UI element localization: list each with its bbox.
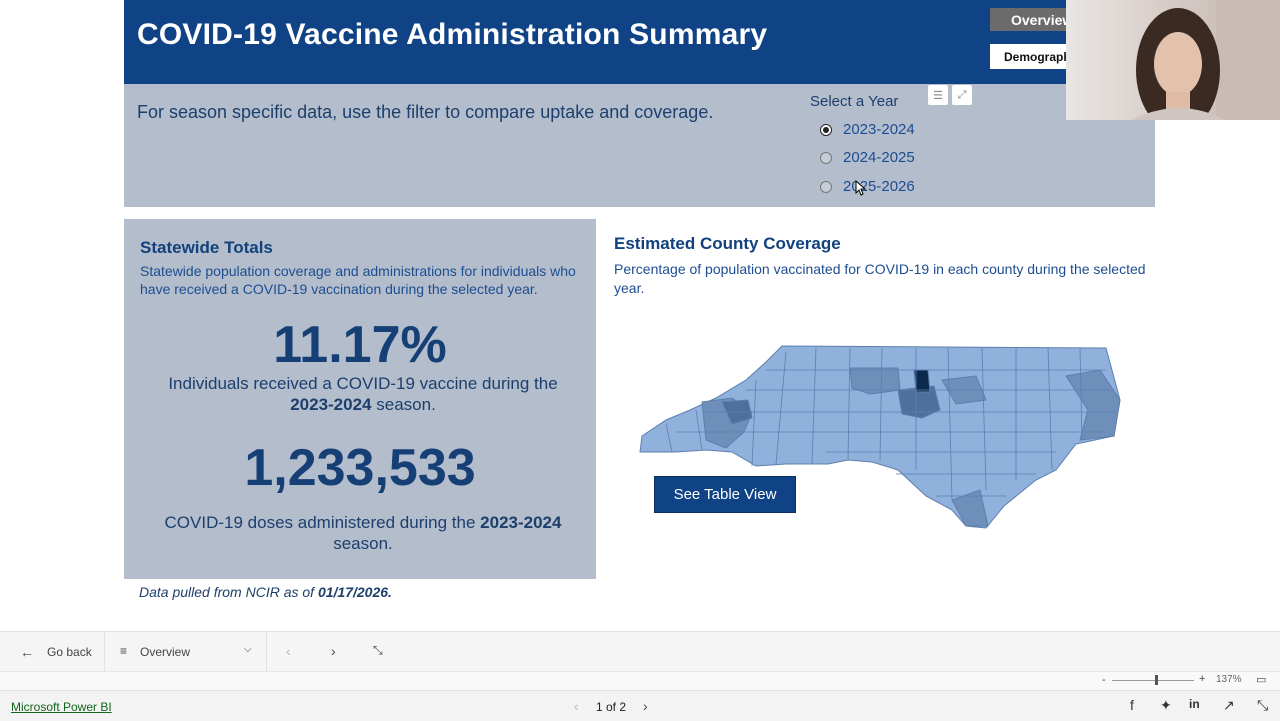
page-title: COVID-19 Vaccine Administration Summary xyxy=(137,18,768,51)
fullscreen-icon[interactable]: ⤡ xyxy=(1257,697,1269,713)
zoom-out-button[interactable]: - xyxy=(1102,674,1106,686)
zoom-slider-track[interactable] xyxy=(1112,680,1194,681)
radio-icon[interactable] xyxy=(820,151,832,164)
focus-mode-icon[interactable]: ⤢ xyxy=(952,85,972,105)
county-coverage-title: Estimated County Coverage xyxy=(614,234,841,253)
data-note-date: 01/17/2026. xyxy=(317,584,392,600)
linkedin-icon[interactable]: in xyxy=(1189,697,1200,711)
year-option-2024-2025[interactable]: 2024-2025 xyxy=(820,149,915,166)
map-region-triad[interactable] xyxy=(849,367,901,395)
fit-to-page-icon[interactable]: ▭ xyxy=(1256,674,1267,686)
map-region-darkest[interactable] xyxy=(913,369,931,393)
next-page-icon[interactable]: › xyxy=(643,698,648,714)
webcam-person-image xyxy=(1132,0,1280,120)
filter-description: For season specific data, use the filter… xyxy=(137,102,714,122)
doses-caption-pre: COVID-19 doses administered during the xyxy=(164,513,476,532)
overview-button[interactable]: Overview xyxy=(990,8,1080,31)
year-option-label: 2024-2025 xyxy=(843,149,915,166)
demographics-button[interactable]: Demographics xyxy=(990,44,1080,69)
doses-caption: COVID-19 doses administered during the 2… xyxy=(144,512,582,554)
previous-page-icon[interactable]: ‹ xyxy=(286,643,291,659)
coverage-caption: Individuals received a COVID-19 vaccine … xyxy=(144,373,582,415)
statewide-totals-panel: Statewide Totals Statewide population co… xyxy=(124,219,596,579)
facebook-icon[interactable]: f xyxy=(1130,697,1134,713)
power-bi-link[interactable]: Microsoft Power BI xyxy=(11,700,112,714)
year-slicer-title: Select a Year xyxy=(810,93,899,110)
data-source-note: Data pulled from NCIR as of 01/17/2026. xyxy=(139,584,392,600)
year-option-label: 2025-2026 xyxy=(843,178,915,195)
zoom-strip: - + 137% ▭ xyxy=(0,671,1280,691)
page-dropdown[interactable]: Overview xyxy=(140,645,191,659)
page-indicator: 1 of 2 xyxy=(596,700,627,714)
zoom-in-button[interactable]: + xyxy=(1199,673,1206,685)
year-option-2025-2026[interactable]: 2025-2026 xyxy=(820,178,915,195)
arrow-left-icon[interactable]: ← xyxy=(20,644,34,660)
coverage-caption-season: 2023-2024 xyxy=(290,395,372,414)
previous-page-icon[interactable]: ‹ xyxy=(574,698,579,714)
coverage-percent-value: 11.17% xyxy=(273,316,447,374)
zoom-slider-thumb[interactable] xyxy=(1155,675,1158,685)
nc-county-map[interactable] xyxy=(636,340,1126,532)
coverage-caption-pre: Individuals received a COVID-19 vaccine … xyxy=(168,374,558,393)
chevron-down-icon[interactable]: ⌵ xyxy=(244,644,252,655)
share-icon[interactable]: ↗ xyxy=(1223,697,1235,713)
doses-caption-season: 2023-2024 xyxy=(480,513,562,532)
webcam-overlay xyxy=(1066,0,1280,120)
radio-selected-icon[interactable] xyxy=(820,123,832,136)
report-navigation-bar: ← Go back ≡ Overview ⌵ ‹ › ⤡ xyxy=(0,631,1280,672)
coverage-caption-post: season. xyxy=(376,395,436,414)
nav-divider xyxy=(104,632,105,672)
see-table-view-button[interactable]: See Table View xyxy=(654,476,796,513)
list-icon: ≡ xyxy=(120,644,128,658)
mouse-cursor-icon xyxy=(855,180,867,196)
report-header: COVID-19 Vaccine Administration Summary … xyxy=(124,0,1155,84)
data-note-prefix: Data pulled from NCIR as of xyxy=(139,584,315,600)
collapse-icon[interactable]: ⤡ xyxy=(373,643,383,657)
twitter-icon[interactable]: ✦ xyxy=(1160,697,1172,713)
doses-value: 1,233,533 xyxy=(244,439,476,497)
filter-icon[interactable]: ☰ xyxy=(928,85,948,105)
nav-divider xyxy=(266,632,267,672)
radio-icon[interactable] xyxy=(820,180,832,193)
map-county-lines xyxy=(665,347,1116,501)
year-option-2023-2024[interactable]: 2023-2024 xyxy=(820,121,915,138)
totals-description: Statewide population coverage and admini… xyxy=(140,263,576,297)
totals-title: Statewide Totals xyxy=(140,238,273,257)
doses-caption-post: season. xyxy=(333,534,393,553)
go-back-button[interactable]: Go back xyxy=(47,645,92,659)
year-option-label: 2023-2024 xyxy=(843,121,915,138)
map-region-southeast[interactable] xyxy=(951,489,989,527)
county-coverage-description: Percentage of population vaccinated for … xyxy=(614,261,1146,296)
zoom-level: 137% xyxy=(1216,674,1242,685)
footer-bar: Microsoft Power BI ‹ 1 of 2 › f ✦ in ↗ ⤡ xyxy=(0,690,1280,721)
filter-band: For season specific data, use the filter… xyxy=(124,84,1155,207)
next-page-icon[interactable]: › xyxy=(331,643,336,659)
